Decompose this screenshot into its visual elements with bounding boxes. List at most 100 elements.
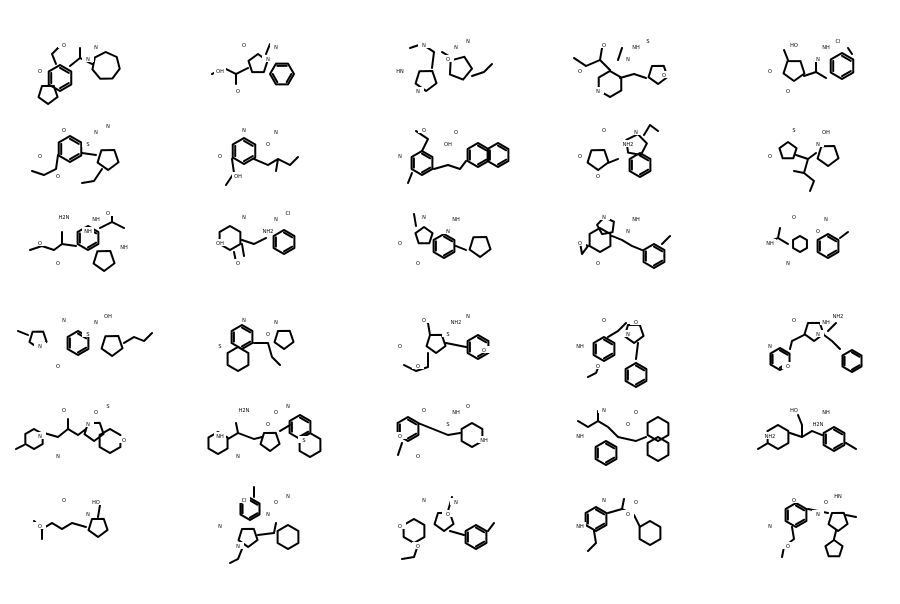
atom-label: N <box>446 229 450 235</box>
atom-label: O <box>416 364 420 370</box>
atom-label: HO <box>92 500 100 506</box>
atom-label: N <box>94 320 98 326</box>
atom-label: N <box>86 57 90 63</box>
atom-label: O <box>398 344 402 350</box>
atom-label: O <box>94 410 98 416</box>
atom-label: O <box>792 498 796 504</box>
molecule-structure: H2N O NH O N N S <box>207 402 322 460</box>
atom-label: N <box>242 128 246 134</box>
molecule-structure: O NH2 O N O <box>574 124 659 180</box>
atom-label: O <box>792 215 796 221</box>
atom-label: O <box>218 154 222 160</box>
atom-label: HO <box>790 408 798 414</box>
atom-label: HN <box>396 69 404 75</box>
atom-label: N <box>274 217 278 223</box>
atom-label: O <box>634 320 638 326</box>
atom-label: N <box>38 434 42 440</box>
atom-label: O <box>416 261 420 267</box>
atom-label: O <box>242 43 246 49</box>
molecule-structure: S N O OH <box>764 126 840 192</box>
atom-label: S <box>446 332 449 338</box>
atom-label: O <box>416 454 420 460</box>
atom-label: OH <box>234 174 242 180</box>
atom-label: O <box>38 241 42 247</box>
atom-label: N <box>816 332 820 338</box>
atom-label: O <box>106 211 110 217</box>
atom-label: NH <box>576 434 584 440</box>
atom-label: N <box>634 130 638 136</box>
atom-label: NH <box>632 45 640 51</box>
atom-label: O <box>596 364 600 370</box>
atom-label: O <box>38 524 42 530</box>
atom-label: N <box>816 57 820 63</box>
atom-label: N <box>62 318 66 324</box>
atom-label: S <box>218 344 221 350</box>
atom-label: N <box>56 454 60 460</box>
molecule-structure: H2N NH O NH O O NH <box>29 209 130 272</box>
atom-label: O <box>454 130 458 136</box>
atom-label: HN <box>834 494 842 500</box>
atom-label: O <box>266 422 270 428</box>
atom-label: NH <box>632 217 640 223</box>
atom-label: S <box>86 332 89 338</box>
atom-label: S <box>646 39 649 45</box>
atom-label: O <box>578 154 582 160</box>
atom-label: OH <box>104 314 112 320</box>
molecule-structure: HO H2N NH2 NH <box>757 406 857 452</box>
atom-label: N <box>466 39 470 45</box>
atom-label: NH2 <box>451 320 462 326</box>
atom-label: O <box>56 174 60 180</box>
atom-label: O <box>236 261 240 267</box>
atom-label: O <box>274 500 278 506</box>
atom-label: N <box>626 57 630 63</box>
atom-label: O <box>398 241 402 247</box>
molecule-structure: O N O HO <box>33 496 109 540</box>
atom-label: O <box>122 438 126 444</box>
atom-label: Cl <box>836 39 841 45</box>
atom-label: N <box>94 130 98 136</box>
atom-label: N <box>602 408 606 414</box>
atom-label: O <box>786 364 790 370</box>
atom-label: N <box>768 344 772 350</box>
atom-label: N <box>602 498 606 504</box>
atom-label: NH <box>766 241 774 247</box>
atom-label: N <box>218 524 222 530</box>
atom-label: O <box>792 318 796 324</box>
atom-label: N <box>816 142 820 148</box>
atom-label: O <box>634 410 638 416</box>
atom-label: NH <box>822 410 830 416</box>
atom-label: S <box>86 142 89 148</box>
molecule-structure: N O NH O <box>574 406 670 466</box>
molecule-structure: O N O N <box>34 41 121 105</box>
atom-label: N <box>454 500 458 506</box>
atom-label: OH <box>216 69 224 75</box>
atom-label: O <box>768 69 772 75</box>
atom-label: N <box>416 89 420 95</box>
atom-label: NH <box>576 524 584 530</box>
atom-label: O <box>62 408 66 414</box>
atom-label: S <box>792 128 795 134</box>
atom-label: N <box>454 45 458 51</box>
atom-label: NH <box>822 45 830 51</box>
atom-label: N <box>266 57 270 63</box>
molecule-structure: O N OH N O <box>211 41 295 95</box>
atom-label: O <box>482 348 486 354</box>
molecule-structure: O S O NH2 O N O <box>394 312 490 372</box>
atom-label: N <box>274 45 278 51</box>
atom-label: NH <box>216 434 224 440</box>
atom-label: S <box>446 422 449 428</box>
atom-label: O <box>422 128 426 134</box>
atom-label: H2N <box>813 422 824 428</box>
atom-label: N <box>106 124 110 130</box>
atom-label: O <box>824 500 828 506</box>
atom-label: O <box>416 544 420 550</box>
atom-label: NH <box>452 410 460 416</box>
atom-label: N <box>242 215 246 221</box>
